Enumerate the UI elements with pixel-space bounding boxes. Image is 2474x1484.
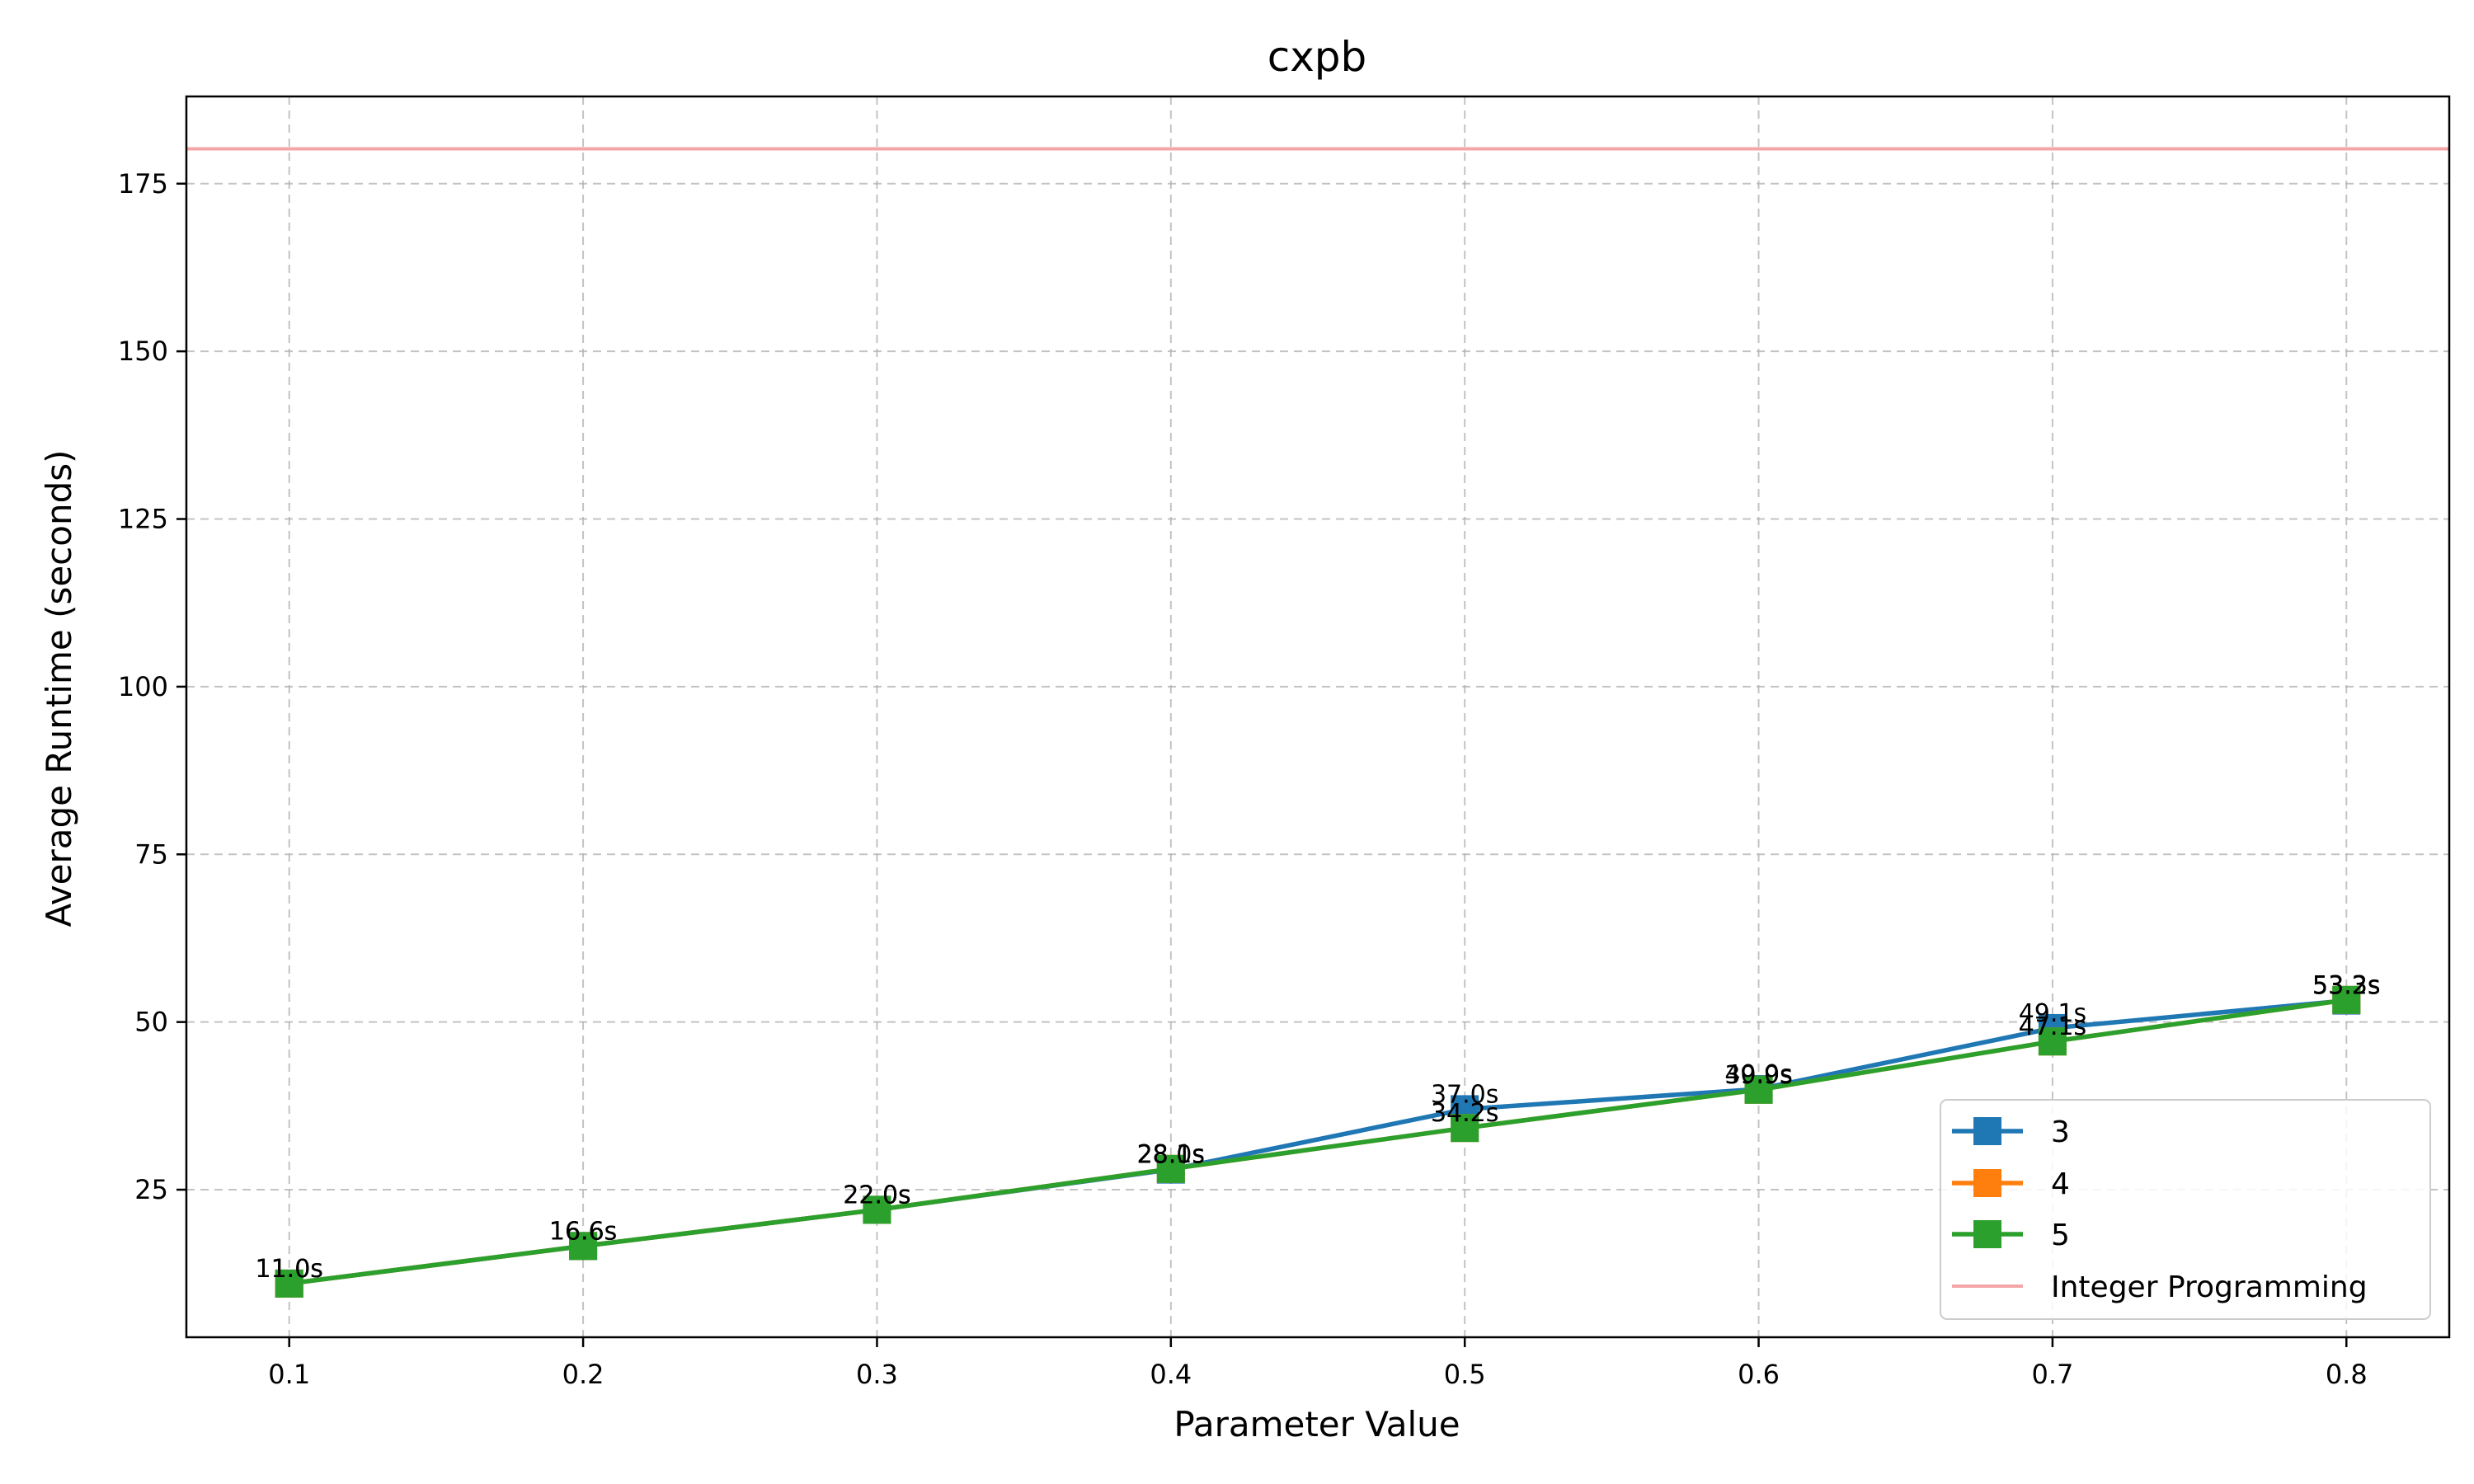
y-tick-label: 75 [134,838,168,870]
data-label: 22.0s [843,1181,910,1209]
y-axis-title: Average Runtime (seconds) [39,449,79,927]
y-tick-label: 25 [134,1174,168,1205]
legend-swatch-marker [1973,1117,2001,1145]
x-tick-label: 0.8 [2326,1359,2368,1390]
data-label: 16.6s [549,1217,617,1246]
series-line [289,998,2347,1286]
data-point-marker [1451,1114,1479,1143]
data-label: 34.2s [1431,1099,1498,1128]
data-label: 16.6s [549,1217,617,1246]
legend-swatch-marker [1973,1169,2001,1197]
y-tick-label: 175 [118,168,168,200]
data-label: 53.3s [2312,971,2380,1000]
y-tick-label: 150 [118,336,168,367]
data-point-marker [1744,1075,1773,1104]
x-tick-label: 0.3 [856,1359,898,1390]
y-tick-label: 100 [118,671,168,702]
x-tick-label: 0.7 [2031,1359,2073,1390]
series-5 [275,985,2361,1298]
x-tick-label: 0.1 [268,1359,310,1390]
x-axis-title: Parameter Value [1174,1404,1460,1444]
data-point-marker [2332,985,2361,1014]
data-label: 22.0s [843,1181,910,1209]
legend-swatch-marker [1973,1220,2001,1248]
data-point-marker [863,1195,891,1224]
x-tick-label: 0.5 [1444,1359,1486,1390]
data-point-marker [1156,1154,1185,1183]
y-tick-label: 50 [134,1007,168,1038]
data-label: 28.1s [1137,1140,1205,1169]
data-label: 16.6s [549,1217,617,1246]
data-point-marker [569,1232,598,1261]
y-tick-label: 125 [118,504,168,535]
data-label: 47.1s [2019,1012,2086,1041]
data-label: 11.0s [256,1255,323,1284]
x-tick-label: 0.4 [1150,1359,1192,1390]
data-label: 37.0s [1431,1080,1498,1109]
data-point-marker [275,1269,303,1298]
legend-label: 5 [2051,1219,2070,1252]
x-tick-label: 0.2 [562,1359,604,1390]
data-label: 28.0s [1137,1141,1205,1170]
legend: 3 4 5 Integer Programming [1940,1099,2431,1320]
data-label: 53.3s [2312,971,2380,1000]
series-layer [275,985,2361,1298]
data-label: 34.2s [1431,1099,1498,1128]
x-tick-label: 0.6 [1738,1359,1780,1390]
data-label: 49.1s [2019,999,2086,1028]
plot-frame [185,95,2451,1339]
data-label: 39.9s [1724,1061,1792,1090]
data-label: 28.1s [1137,1140,1205,1169]
axis-ticks: 0.1 0.2 0.3 0.4 0.5 0.6 0.7 0.8 25 50 75 100 125 150 1… [118,168,2368,1390]
data-label: 40.0s [1724,1060,1792,1089]
data-label: 39.9s [1724,1061,1792,1090]
data-label: 11.0s [256,1255,323,1284]
data-label: 53.2s [2312,972,2380,1001]
data-point-marker [2038,1027,2067,1056]
legend-label: Integer Programming [2051,1270,2368,1304]
legend-box [1940,1099,2431,1320]
legend-label: 4 [2051,1167,2070,1201]
data-labels: 11.0s 16.6s 22.0s 28.0s 37.0s 40.0s 49.1s 53.2s… [256,971,2381,1284]
legend-label: 3 [2051,1115,2070,1149]
data-label: 47.1s [2019,1012,2086,1041]
data-label: 22.0s [843,1181,910,1209]
data-label: 11.0s [256,1255,323,1284]
chart-title: cxpb [1268,33,1367,81]
